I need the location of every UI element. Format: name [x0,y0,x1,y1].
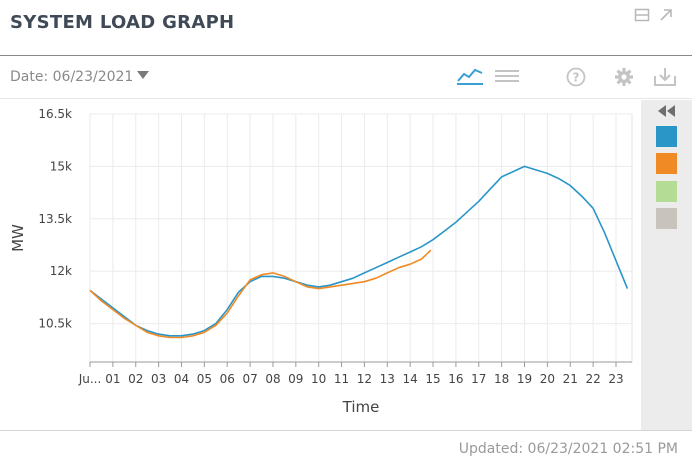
x-tick-label: 15 [425,372,440,386]
legend-swatch-blue[interactable] [656,126,677,147]
x-tick-label: Ju... [78,372,102,386]
series-line-1 [89,249,432,339]
x-tick-label: 19 [517,372,532,386]
x-tick-label: 10 [311,372,326,386]
x-tick-label: 11 [334,372,349,386]
x-tick-label: 18 [494,372,509,386]
date-label: Date: 06/23/2021 [10,69,134,85]
x-tick-label: 16 [448,372,463,386]
x-tick-label: 21 [563,372,578,386]
widget-header: SYSTEM LOAD GRAPH [0,0,692,56]
updated-timestamp: Updated: 06/23/2021 02:51 PM [458,441,678,457]
table-view-icon[interactable] [494,67,520,90]
y-tick-label: 10.5k [38,317,72,331]
gear-icon[interactable] [614,67,634,92]
help-icon[interactable]: ? [566,67,586,92]
y-tick-label: 13.5k [38,212,72,226]
x-axis-title: Time [342,398,380,416]
x-tick-label: 09 [288,372,303,386]
system-load-chart: Ju... 01 02 03 04 05 06 07 08 09 10 11 12 13 14 15 16 17 1… [9,107,633,416]
date-selector[interactable]: Date: 06/23/2021 [10,69,150,85]
plot-background [89,113,633,363]
x-tick-label: 06 [220,372,235,386]
x-tick-label: 20 [540,372,555,386]
y-tick-label: 15k [50,159,72,173]
chart-toolbar: Date: 06/23/2021 ? [0,57,692,99]
chevron-down-icon [137,71,150,79]
x-tick-label: 05 [197,372,212,386]
x-tick-label: 01 [105,372,120,386]
x-tick-label: 02 [128,372,143,386]
x-tick-label: 04 [174,372,189,386]
x-tick-label: 07 [242,372,257,386]
widget-title: SYSTEM LOAD GRAPH [10,12,235,33]
window-minimize-icon[interactable] [634,7,650,23]
double-chevron-left-icon[interactable] [657,104,677,122]
legend-panel [641,100,692,430]
x-tick-label: 03 [151,372,166,386]
legend-swatch-gray[interactable] [656,208,677,229]
x-tick-label: 23 [608,372,623,386]
x-tick-label: 12 [357,372,372,386]
x-tick-label: 13 [380,372,395,386]
legend-swatch-green[interactable] [656,181,677,202]
svg-text:?: ? [573,71,580,85]
download-icon[interactable] [653,67,677,92]
widget-footer: Updated: 06/23/2021 02:51 PM [0,430,692,468]
y-axis-title: MW [9,224,27,252]
line-chart-icon[interactable] [456,67,484,90]
series-line-0 [89,165,629,337]
expand-arrow-icon[interactable] [658,7,674,23]
x-tick-label: 17 [471,372,486,386]
x-tick-label: 14 [403,372,418,386]
x-tick-label: 22 [585,372,600,386]
legend-swatch-orange[interactable] [656,153,677,174]
x-tick-label: 08 [265,372,280,386]
chart-area: Ju... 01 02 03 04 05 06 07 08 09 10 11 12 13 14 15 16 17 1… [0,100,640,430]
y-tick-label: 12k [50,264,72,278]
y-tick-label: 16.5k [38,107,72,121]
